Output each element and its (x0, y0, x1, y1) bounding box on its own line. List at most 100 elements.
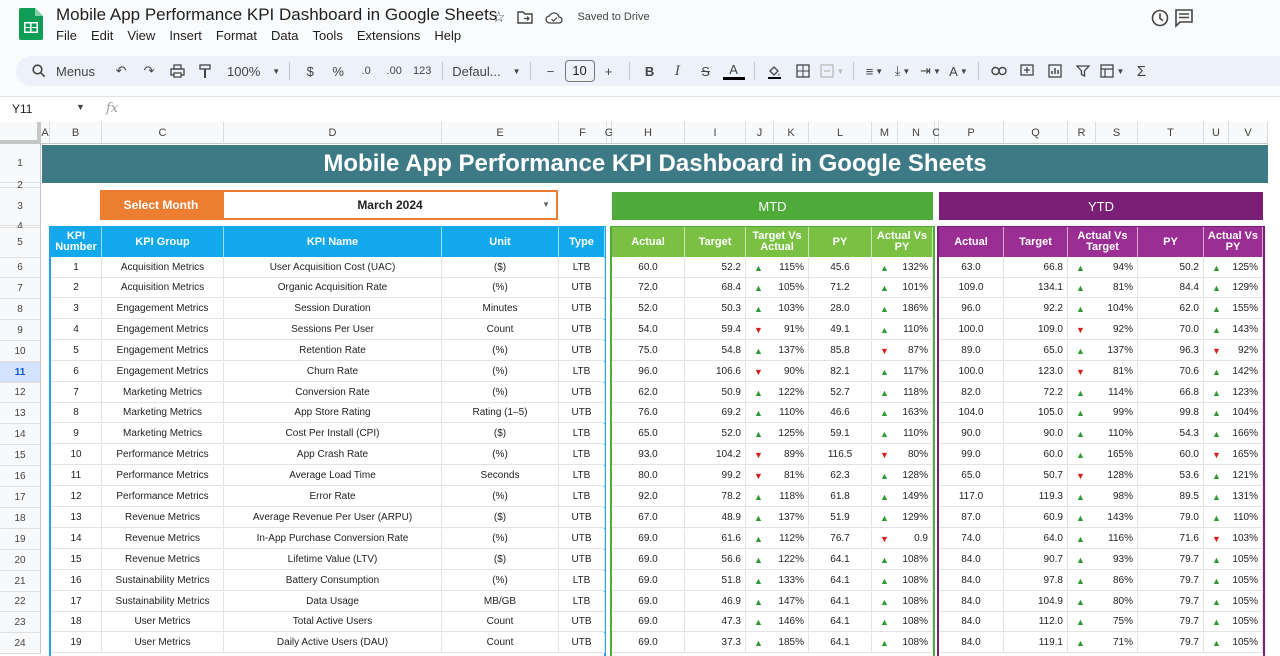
search-menus-icon[interactable] (28, 59, 50, 83)
kpi-type[interactable]: UTB (559, 633, 605, 653)
ytd-target[interactable]: 60.9 (1004, 508, 1068, 528)
mtd-actual-vs-py[interactable]: ▲ 149% (872, 487, 933, 507)
kpi-group[interactable]: User Metrics (102, 612, 224, 632)
mtd-actual-vs-py[interactable]: ▲ 108% (872, 612, 933, 632)
ytd-actual-vs-py[interactable]: ▲ 155% (1204, 299, 1263, 319)
paint-format-icon[interactable] (194, 59, 216, 83)
mtd-target-vs-actual[interactable]: ▲ 122% (746, 550, 809, 570)
kpi-unit[interactable]: Rating (1–5) (442, 403, 559, 423)
mtd-actual[interactable]: 69.0 (612, 633, 685, 653)
column-header-r[interactable]: R (1068, 122, 1096, 144)
ytd-py[interactable]: 54.3 (1138, 424, 1204, 444)
mtd-target[interactable]: 52.0 (685, 424, 746, 444)
kpi-group[interactable]: Revenue Metrics (102, 508, 224, 528)
row-header-17[interactable]: 17 (0, 487, 41, 508)
ytd-actual-vs-py[interactable]: ▲ 143% (1204, 320, 1263, 340)
column-header-i[interactable]: I (685, 122, 746, 144)
ytd-actual[interactable]: 90.0 (939, 424, 1004, 444)
menu-view[interactable]: View (127, 28, 156, 43)
ytd-py[interactable]: 84.4 (1138, 278, 1204, 298)
column-header-v[interactable]: V (1229, 122, 1268, 144)
ytd-actual-vs-target[interactable]: ▲ 165% (1068, 445, 1138, 465)
kpi-unit[interactable]: (%) (442, 529, 559, 549)
kpi-number[interactable]: 9 (51, 424, 102, 444)
mtd-actual-vs-py[interactable]: ▲ 110% (872, 320, 933, 340)
mtd-target[interactable]: 59.4 (685, 320, 746, 340)
kpi-unit[interactable]: (%) (442, 445, 559, 465)
mtd-actual-vs-py[interactable]: ▲ 118% (872, 383, 933, 403)
ytd-actual-vs-target[interactable]: ▼ 92% (1068, 320, 1138, 340)
kpi-name[interactable]: Lifetime Value (LTV) (224, 550, 442, 570)
ytd-actual-vs-py[interactable]: ▲ 129% (1204, 278, 1263, 298)
mtd-target[interactable]: 78.2 (685, 487, 746, 507)
kpi-number[interactable]: 13 (51, 508, 102, 528)
redo-icon[interactable]: ↷ (143, 63, 155, 78)
kpi-type[interactable]: UTB (559, 550, 605, 570)
ytd-actual-vs-py[interactable]: ▲ 110% (1204, 508, 1263, 528)
ytd-target[interactable]: 72.2 (1004, 383, 1068, 403)
ytd-actual[interactable]: 74.0 (939, 529, 1004, 549)
mtd-actual[interactable]: 69.0 (612, 592, 685, 612)
mtd-target-vs-actual[interactable]: ▲ 125% (746, 424, 809, 444)
kpi-name[interactable]: Organic Acquisition Rate (224, 278, 442, 298)
column-header-d[interactable]: D (224, 122, 442, 144)
kpi-name[interactable]: Error Rate (224, 487, 442, 507)
star-icon[interactable]: ☆ (492, 9, 506, 26)
ytd-actual-vs-target[interactable]: ▲ 104% (1068, 299, 1138, 319)
row-header-18[interactable]: 18 (0, 508, 41, 529)
ytd-target[interactable]: 50.7 (1004, 466, 1068, 486)
kpi-type[interactable]: LTB (559, 258, 605, 278)
ytd-actual-vs-py[interactable]: ▲ 142% (1204, 362, 1263, 382)
menu-insert[interactable]: Insert (169, 28, 202, 43)
mtd-target[interactable]: 52.2 (685, 258, 746, 278)
ytd-py[interactable]: 79.7 (1138, 633, 1204, 653)
mtd-target[interactable]: 56.6 (685, 550, 746, 570)
document-title[interactable]: Mobile App Performance KPI Dashboard in … (56, 5, 498, 24)
kpi-group[interactable]: Revenue Metrics (102, 550, 224, 570)
ytd-target[interactable]: 90.0 (1004, 424, 1068, 444)
mtd-target-vs-actual[interactable]: ▲ 147% (746, 592, 809, 612)
column-header-e[interactable]: E (442, 122, 559, 144)
mtd-py[interactable]: 85.8 (809, 341, 872, 361)
kpi-type[interactable]: UTB (559, 341, 605, 361)
mtd-actual-vs-py[interactable]: ▲ 129% (872, 508, 933, 528)
column-header-l[interactable]: L (809, 122, 872, 144)
column-header-o[interactable]: O (932, 122, 941, 144)
ytd-actual-vs-target[interactable]: ▲ 110% (1068, 424, 1138, 444)
ytd-actual[interactable]: 100.0 (939, 320, 1004, 340)
row-header-8[interactable]: 8 (0, 299, 41, 320)
row-header-5[interactable]: 5 (0, 228, 41, 258)
kpi-number[interactable]: 19 (51, 633, 102, 653)
ytd-target[interactable]: 109.0 (1004, 320, 1068, 340)
kpi-number[interactable]: 16 (51, 571, 102, 591)
mtd-target[interactable]: 68.4 (685, 278, 746, 298)
insert-comment-icon[interactable] (1016, 59, 1038, 83)
mtd-target[interactable]: 46.9 (685, 592, 746, 612)
kpi-name[interactable]: User Acquisition Cost (UAC) (224, 258, 442, 278)
kpi-name[interactable]: In-App Purchase Conversion Rate (224, 529, 442, 549)
row-header-12[interactable]: 12 (0, 383, 41, 403)
ytd-actual[interactable]: 89.0 (939, 341, 1004, 361)
mtd-target-vs-actual[interactable]: ▼ 89% (746, 445, 809, 465)
kpi-unit[interactable]: ($) (442, 550, 559, 570)
mtd-py[interactable]: 46.6 (809, 403, 872, 423)
ytd-actual-vs-py[interactable]: ▲ 131% (1204, 487, 1263, 507)
ytd-actual-vs-py[interactable]: ▲ 105% (1204, 571, 1263, 591)
ytd-py[interactable]: 62.0 (1138, 299, 1204, 319)
mtd-target-vs-actual[interactable]: ▲ 118% (746, 487, 809, 507)
mtd-actual[interactable]: 60.0 (612, 258, 685, 278)
ytd-py[interactable]: 70.6 (1138, 362, 1204, 382)
row-header-16[interactable]: 16 (0, 466, 41, 487)
kpi-group[interactable]: User Metrics (102, 633, 224, 653)
ytd-actual-vs-target[interactable]: ▲ 94% (1068, 258, 1138, 278)
text-wrapping-icon[interactable]: ⇥ ▼ (920, 63, 941, 78)
kpi-number[interactable]: 14 (51, 529, 102, 549)
row-header-21[interactable]: 21 (0, 571, 41, 592)
mtd-actual-vs-py[interactable]: ▲ 163% (872, 403, 933, 423)
kpi-number[interactable]: 12 (51, 487, 102, 507)
kpi-name[interactable]: Battery Consumption (224, 571, 442, 591)
ytd-py[interactable]: 96.3 (1138, 341, 1204, 361)
increase-font-size-button[interactable]: + (604, 63, 613, 79)
ytd-py[interactable]: 60.0 (1138, 445, 1204, 465)
kpi-number[interactable]: 10 (51, 445, 102, 465)
